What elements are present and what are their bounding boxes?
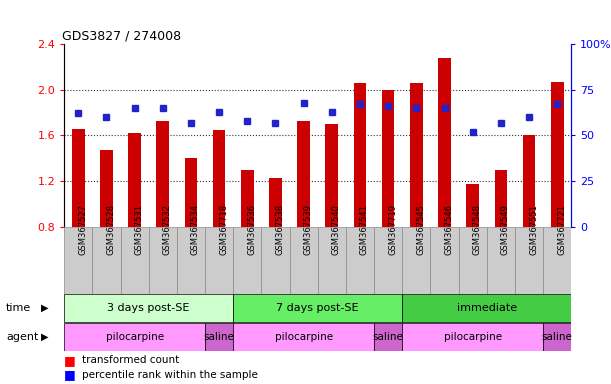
- Bar: [515, 227, 543, 294]
- Text: GSM367546: GSM367546: [445, 204, 453, 255]
- Text: immediate: immediate: [456, 303, 517, 313]
- Text: GSM367527: GSM367527: [78, 204, 87, 255]
- Text: GSM367538: GSM367538: [276, 204, 285, 255]
- Bar: [262, 227, 290, 294]
- Text: GSM367531: GSM367531: [134, 204, 144, 255]
- Bar: [205, 323, 233, 351]
- Bar: [205, 227, 233, 294]
- Bar: [233, 227, 262, 294]
- Text: GSM367532: GSM367532: [163, 204, 172, 255]
- Bar: [177, 227, 205, 294]
- Text: GDS3827 / 274008: GDS3827 / 274008: [62, 30, 181, 43]
- Bar: [326, 124, 338, 227]
- Bar: [148, 227, 177, 294]
- Bar: [100, 150, 113, 227]
- Bar: [522, 135, 535, 227]
- Text: agent: agent: [6, 332, 38, 342]
- Bar: [64, 295, 233, 322]
- Text: ■: ■: [64, 354, 76, 367]
- Text: GSM367545: GSM367545: [416, 205, 425, 255]
- Bar: [374, 323, 402, 351]
- Bar: [92, 227, 120, 294]
- Text: GSM367540: GSM367540: [332, 205, 341, 255]
- Text: saline: saline: [203, 332, 235, 342]
- Text: GSM367718: GSM367718: [219, 204, 228, 255]
- Bar: [543, 227, 571, 294]
- Bar: [128, 133, 141, 227]
- Bar: [430, 227, 459, 294]
- Text: GSM367719: GSM367719: [388, 204, 397, 255]
- Bar: [290, 227, 318, 294]
- Text: pilocarpine: pilocarpine: [444, 332, 502, 342]
- Text: pilocarpine: pilocarpine: [106, 332, 164, 342]
- Text: GSM367534: GSM367534: [191, 204, 200, 255]
- Bar: [459, 227, 487, 294]
- Text: saline: saline: [373, 332, 404, 342]
- Text: GSM367539: GSM367539: [304, 204, 313, 255]
- Text: GSM367528: GSM367528: [106, 204, 115, 255]
- Text: ▶: ▶: [41, 303, 48, 313]
- Bar: [269, 177, 282, 227]
- Text: saline: saline: [542, 332, 573, 342]
- Text: 3 days post-SE: 3 days post-SE: [108, 303, 190, 313]
- Bar: [374, 227, 402, 294]
- Bar: [346, 227, 374, 294]
- Text: GSM367536: GSM367536: [247, 204, 256, 255]
- Bar: [402, 323, 543, 351]
- Text: time: time: [6, 303, 31, 313]
- Bar: [298, 121, 310, 227]
- Bar: [233, 323, 374, 351]
- Bar: [487, 227, 515, 294]
- Text: 7 days post-SE: 7 days post-SE: [276, 303, 359, 313]
- Text: GSM367721: GSM367721: [557, 204, 566, 255]
- Text: ▶: ▶: [41, 332, 48, 342]
- Bar: [494, 170, 507, 227]
- Text: percentile rank within the sample: percentile rank within the sample: [82, 370, 258, 380]
- Bar: [382, 90, 395, 227]
- Text: GSM367541: GSM367541: [360, 205, 369, 255]
- Text: ■: ■: [64, 368, 76, 381]
- Bar: [402, 227, 430, 294]
- Bar: [64, 323, 205, 351]
- Bar: [72, 129, 84, 227]
- Text: transformed count: transformed count: [82, 356, 180, 366]
- Bar: [156, 121, 169, 227]
- Text: pilocarpine: pilocarpine: [274, 332, 333, 342]
- Bar: [466, 184, 479, 227]
- Bar: [438, 58, 451, 227]
- Bar: [402, 295, 571, 322]
- Bar: [318, 227, 346, 294]
- Bar: [543, 323, 571, 351]
- Bar: [213, 130, 225, 227]
- Bar: [241, 170, 254, 227]
- Bar: [354, 83, 367, 227]
- Bar: [551, 82, 563, 227]
- Bar: [120, 227, 148, 294]
- Bar: [233, 295, 402, 322]
- Text: GSM367551: GSM367551: [529, 205, 538, 255]
- Text: GSM367548: GSM367548: [473, 204, 481, 255]
- Bar: [185, 158, 197, 227]
- Bar: [410, 83, 423, 227]
- Bar: [64, 227, 92, 294]
- Text: GSM367549: GSM367549: [501, 205, 510, 255]
